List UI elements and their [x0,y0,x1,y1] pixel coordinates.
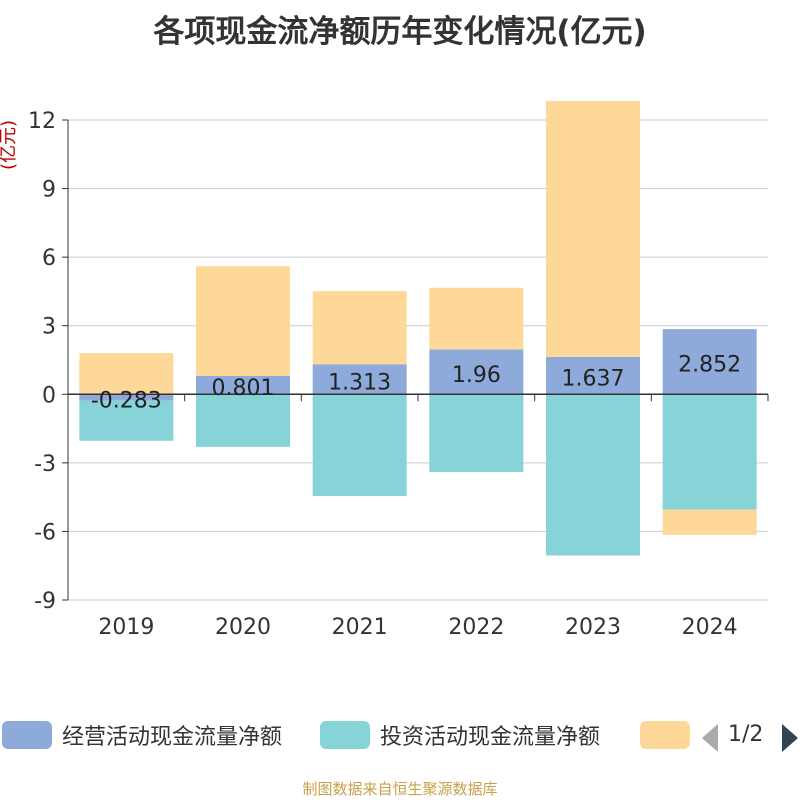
x-tick-label: 2019 [98,615,154,640]
bar-financing [79,353,174,395]
bar-financing [429,287,524,350]
legend-item-financing[interactable] [640,720,690,750]
bar-operating [662,329,757,395]
bar-investing [196,394,290,447]
legend-swatch-financing [640,721,690,749]
legend: 经营活动现金流量净额 投资活动现金流量净额 1/2 [0,712,800,758]
bar-investing [546,394,640,556]
y-axis-label: (亿元) [0,120,19,170]
data-label: 1.313 [328,370,391,395]
bar-operating [546,356,640,395]
source-note: 制图数据来自恒生聚源数据库 [302,780,498,798]
legend-page-indicator: 1/2 [728,722,764,747]
legend-next-page-icon[interactable] [782,724,798,752]
legend-prev-page-icon[interactable] [702,724,718,752]
y-tick-label: -9 [34,589,56,614]
bar-investing [662,394,757,510]
x-tick-label: 2024 [682,615,738,640]
y-tick-label: 3 [42,315,56,340]
data-label: 1.637 [562,367,625,392]
legend-label-operating: 经营活动现金流量净额 [62,725,283,750]
bar-financing [662,509,757,535]
y-tick-label: 9 [42,178,56,203]
bar-investing [312,394,407,496]
y-tick-label: -6 [34,520,56,545]
legend-item-investing[interactable]: 投资活动现金流量净额 [320,720,600,750]
bar-investing [429,394,524,472]
bar-operating [79,394,174,401]
y-tick-label: 12 [28,109,56,134]
bar-operating [429,349,524,395]
data-label: 1.96 [452,363,501,388]
data-label: 2.852 [678,353,741,378]
x-tick-label: 2020 [215,615,271,640]
bar-financing [546,100,640,357]
data-label: 0.801 [212,376,275,401]
legend-item-operating[interactable]: 经营活动现金流量净额 [2,720,282,750]
bar-operating [196,375,290,395]
bar-operating [312,364,407,395]
bar-financing [196,266,290,376]
bar-financing [312,291,407,365]
legend-label-investing: 投资活动现金流量净额 [380,725,601,750]
chart-title: 各项现金流净额历年变化情况(亿元) [153,14,647,50]
y-tick-label: -3 [34,452,56,477]
chart-plot: 12 9 6 3 0 -3 -6 -9 (亿元) 2019 2020 2021 2022 2023 2024… [0,100,769,640]
legend-swatch-investing [320,721,370,749]
x-tick-label: 2022 [448,615,504,640]
legend-swatch-operating [2,721,52,749]
x-tick-label: 2021 [332,615,388,640]
y-tick-label: 6 [42,246,56,271]
bar-investing [79,400,174,441]
y-tick-label: 0 [42,383,56,408]
x-tick-label: 2023 [565,615,621,640]
data-label: -0.283 [91,389,162,414]
